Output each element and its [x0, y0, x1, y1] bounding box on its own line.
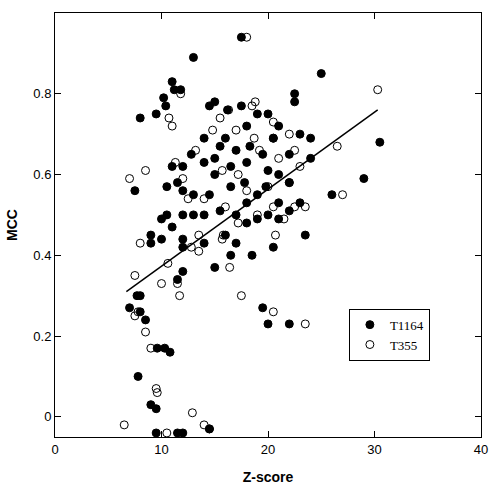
svg-text:40: 40 — [474, 442, 488, 457]
svg-text:0.4: 0.4 — [33, 248, 51, 263]
svg-text:10: 10 — [154, 442, 168, 457]
svg-text:0.8: 0.8 — [33, 86, 51, 101]
svg-text:30: 30 — [367, 442, 381, 457]
svg-text:0.2: 0.2 — [33, 329, 51, 344]
svg-text:20: 20 — [261, 442, 275, 457]
svg-text:0.6: 0.6 — [33, 167, 51, 182]
svg-text:MCC: MCC — [4, 209, 20, 241]
svg-text:0: 0 — [44, 409, 51, 424]
svg-text:T355: T355 — [390, 338, 417, 353]
svg-text:0: 0 — [51, 442, 58, 457]
svg-text:Z-score: Z-score — [243, 469, 294, 485]
svg-text:T1164: T1164 — [390, 318, 424, 333]
